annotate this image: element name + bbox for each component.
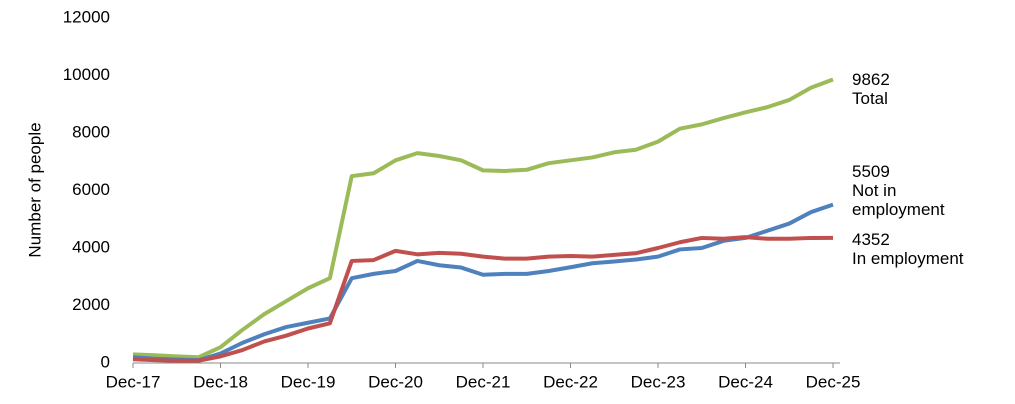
y-axis-title: Number of people [25,122,44,257]
legend-entry: In employment [852,249,964,268]
series-line [132,202,834,363]
x-tick-label: Dec-22 [543,372,598,391]
y-tick-label: 2000 [72,295,110,314]
series-line [132,77,834,360]
x-tick-label: Dec-20 [368,372,423,391]
end-label: 4352 In employment [852,230,1002,268]
y-tick-label: 12000 [63,7,110,26]
series-line [132,235,834,363]
end-label: 9862 Total [852,70,1002,108]
x-tick-label: Dec-25 [806,372,861,391]
end-value: 4352 [852,230,890,249]
x-tick-label: Dec-18 [193,372,248,391]
y-tick-label: 6000 [72,180,110,199]
end-value: 5509 [852,162,890,181]
x-tick-label: Dec-21 [456,372,511,391]
y-tick-label: 10000 [63,65,110,84]
end-label: 5509 Not in employment [852,162,1002,219]
x-tick-label: Dec-23 [631,372,686,391]
x-tick-label: Dec-24 [718,372,773,391]
y-tick-label: 0 [101,352,110,371]
y-tick-label: 8000 [72,122,110,141]
legend-entry: Total [852,89,888,108]
legend-entry: Not in employment [852,181,945,219]
x-tick-label: Dec-17 [106,372,161,391]
x-tick-label: Dec-19 [281,372,336,391]
end-value: 9862 [852,70,890,89]
y-tick-label: 4000 [72,237,110,256]
